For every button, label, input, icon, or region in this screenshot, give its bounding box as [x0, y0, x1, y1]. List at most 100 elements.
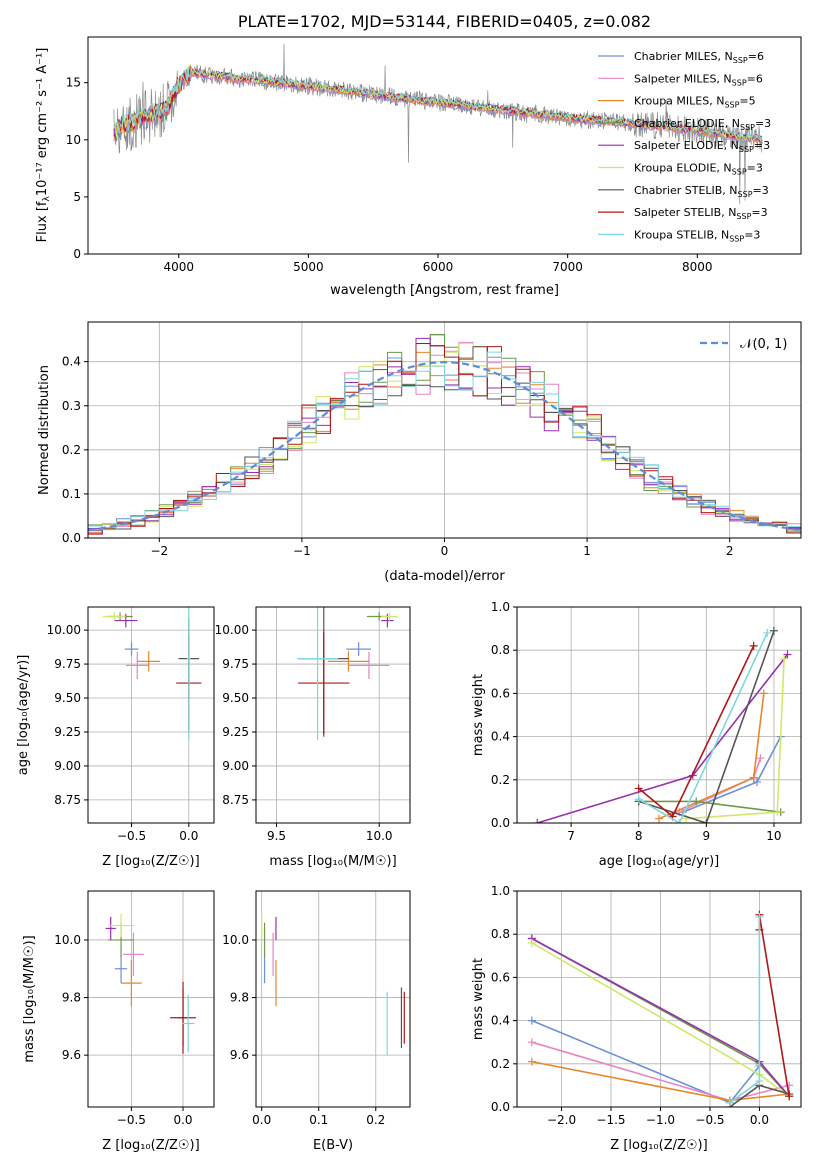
x-axis-label: wavelength [Angstrom, rest frame]: [330, 283, 559, 298]
marker-plus: [759, 689, 768, 698]
chart-title: PLATE=1702, MJD=53144, FIBERID=0405, z=0…: [238, 12, 651, 31]
mass-weight-line-8: [638, 632, 768, 823]
plot-mass_weight_vs_age: 7 8 9 10 0.0 0.2 0.4 0.6 0.8 1.0 age [log₁₀(age/yr…: [471, 600, 802, 869]
data-layer: [105, 914, 196, 1054]
marker-plus: [756, 754, 765, 763]
x-tick-label: 8: [635, 829, 643, 843]
y-tick-label: 9.00: [54, 759, 81, 773]
x-tick-label: 10.0: [366, 829, 393, 843]
marker-plus: [634, 784, 643, 793]
y-tick-label: 0.0: [491, 1100, 510, 1114]
x-axis-label: Z [log₁₀(Z/Z☉)]: [102, 1138, 199, 1153]
grid: [256, 891, 410, 1107]
model-spectrum-8: [113, 67, 763, 140]
y-tick-label: 0.2: [62, 443, 81, 457]
marker-plus: [773, 808, 782, 817]
axes-frame: [516, 890, 802, 1108]
x-tick-label: 4000: [163, 260, 194, 274]
marker-plus: [675, 819, 684, 823]
marker-plus: [783, 650, 792, 659]
legend-label: Kroupa ELODIE, NSSP=3: [634, 162, 763, 177]
x-tick-label: 5000: [293, 260, 324, 274]
x-tick-label: −0.5: [117, 1113, 146, 1127]
legend-label: Chabrier MILES, NSSP=6: [634, 50, 764, 65]
y-tick-label: 0.8: [491, 927, 510, 941]
y-tick-label: 0.2: [491, 1057, 510, 1071]
y-tick-label: 0.4: [491, 1014, 510, 1028]
x-tick-label: −2: [150, 544, 168, 558]
y-axis-label: Flux [fλ10⁻¹⁷ erg cm⁻² s⁻¹ A⁻¹]: [35, 48, 52, 243]
legend-label: Kroupa STELIB, NSSP=3: [634, 228, 760, 243]
plot-mass_vs_Z: −0.5 0.0 9.6 9.8 10.0 Z [log₁₀(Z/Z☉)] mass [lo…: [22, 890, 215, 1153]
plot-residuals: −2 −1 0 1 2 0.0 0.1 0.2 0.3 0.4 (data-model)/error…: [37, 321, 802, 584]
x-tick-label: 0.0: [173, 1113, 192, 1127]
plot-age_vs_mass: 9.5 10.0 8.75 9.00 9.25 9.50 9.75 10.00 mass [lo…: [215, 606, 411, 869]
x-tick-label: 7000: [552, 260, 583, 274]
y-tick-label: 0.8: [491, 643, 510, 657]
marker-plus: [785, 1092, 794, 1101]
y-tick-label: 0: [73, 247, 81, 261]
y-tick-label: 0.6: [491, 686, 510, 700]
y-tick-label: 10.00: [215, 623, 249, 637]
marker-plus: [785, 1081, 794, 1090]
x-axis-label: Z [log₁₀(Z/Z☉)]: [610, 1138, 707, 1153]
x-tick-label: −1.5: [596, 1113, 625, 1127]
y-tick-label: 0.3: [62, 399, 81, 413]
normal-curve: [88, 360, 801, 532]
x-tick-label: 9: [703, 829, 711, 843]
x-axis-label: Z [log₁₀(Z/Z☉)]: [102, 854, 199, 869]
x-tick-label: 7: [567, 829, 575, 843]
y-tick-label: 5: [73, 190, 81, 204]
y-tick-label: 9.8: [62, 991, 81, 1005]
data-layer: [102, 607, 202, 741]
data-layer: [297, 607, 398, 741]
x-tick-label: 0.0: [252, 1113, 271, 1127]
marker-plus: [692, 797, 701, 806]
y-tick-label: 15: [66, 76, 81, 90]
marker-plus: [763, 628, 772, 637]
x-axis-label: age [log₁₀(age/yr)]: [599, 854, 720, 869]
legend-label: 𝒩(0, 1): [740, 337, 787, 352]
plot-mass_vs_EBV: 0.0 0.1 0.2 9.6 9.8 10.0 E(B-V): [222, 890, 411, 1153]
legend-label: Chabrier STELIB, NSSP=3: [634, 184, 769, 199]
data-layer: [533, 626, 792, 823]
y-tick-label: 9.50: [54, 691, 81, 705]
model-spectrum-5: [113, 63, 763, 142]
marker-plus: [527, 1038, 536, 1047]
x-tick-label: 8000: [682, 260, 713, 274]
y-tick-label: 0.4: [491, 730, 510, 744]
marker-plus: [755, 1077, 764, 1086]
mass-weight-line-8: [729, 916, 761, 1104]
mass-weight-line-4: [537, 654, 789, 823]
x-tick-label: 1: [583, 544, 591, 558]
marker-plus: [527, 1057, 536, 1066]
legend-label: Salpeter STELIB, NSSP=3: [634, 206, 768, 221]
x-tick-label: −0.5: [117, 829, 146, 843]
legend-label: Salpeter ELODIE, NSSP=3: [634, 139, 770, 154]
y-axis-label: mass [log₁₀(M/M☉)]: [22, 935, 37, 1062]
y-tick-label: 8.75: [222, 793, 249, 807]
axes-frame: [255, 606, 411, 824]
x-axis-label: E(B-V): [313, 1138, 353, 1153]
marker-plus: [780, 654, 789, 663]
x-tick-label: −1.0: [646, 1113, 675, 1127]
mass-weight-line-6: [638, 630, 775, 823]
plot-age_vs_Z: −0.5 0.0 8.75 9.00 9.25 9.50 9.75 10.00 Z [log₁₀…: [16, 606, 215, 869]
x-tick-label: 6000: [423, 260, 454, 274]
y-tick-label: 0.4: [62, 355, 81, 369]
y-tick-label: 9.00: [222, 759, 249, 773]
x-tick-label: 10: [766, 829, 781, 843]
x-tick-label: −0.5: [695, 1113, 724, 1127]
grid: [256, 607, 410, 823]
marker-plus: [702, 819, 711, 823]
data-layer: [88, 334, 801, 536]
marker-plus: [533, 819, 542, 823]
plot-mass_weight_vs_Z: −2.0 −1.5 −1.0 −0.5 0.0 0.0 0.2 0.4 0.6 0.8 1.0 Z […: [471, 884, 802, 1153]
axes-frame: [87, 36, 802, 255]
y-axis-label: mass weight: [471, 958, 486, 1040]
marker-plus: [769, 626, 778, 635]
y-tick-label: 9.25: [54, 725, 81, 739]
y-tick-label: 0.1: [62, 487, 81, 501]
y-tick-label: 9.8: [230, 991, 249, 1005]
